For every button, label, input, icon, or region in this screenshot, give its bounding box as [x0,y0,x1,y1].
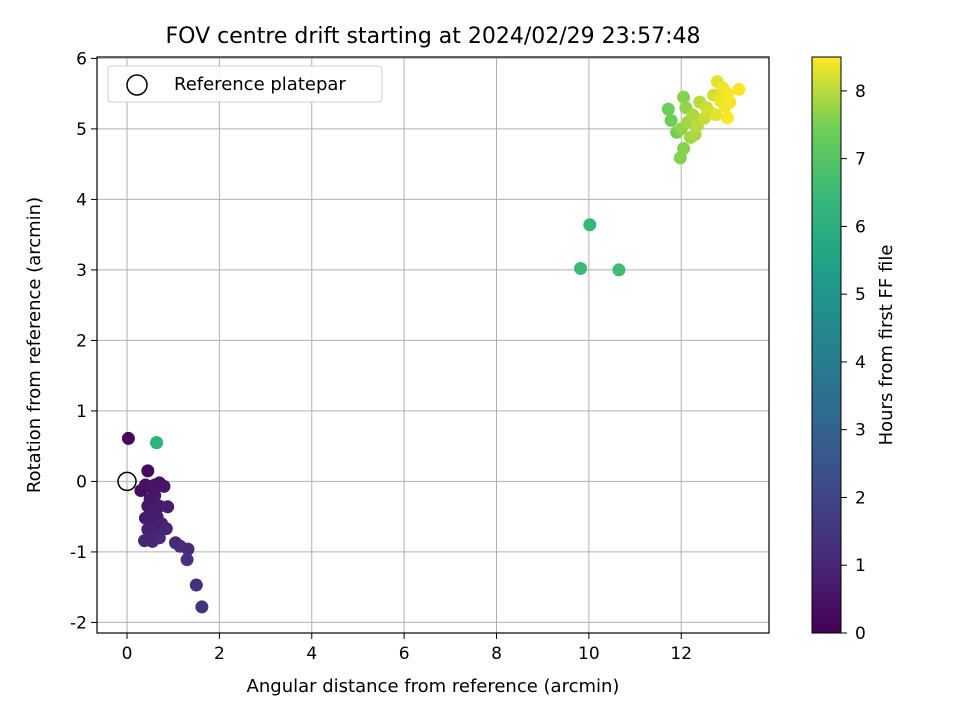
data-point [189,578,203,592]
colorbar-tick-label: 5 [855,285,866,305]
data-point [181,542,195,556]
y-tick-label: 0 [76,472,87,492]
colorbar-tick-label: 2 [855,488,866,508]
colorbar-tick-label: 1 [855,556,866,576]
data-point [195,600,209,614]
data-point [150,436,164,450]
data-point [180,553,194,567]
colorbar-tick-label: 6 [855,217,866,237]
data-point [661,102,675,116]
x-tick-label: 2 [214,644,225,664]
legend-entry: Reference platepar [174,74,346,95]
x-tick-label: 6 [399,644,410,664]
data-point [574,262,588,276]
colorbar-ticks: 0 1 2 3 4 5 6 7 8 [841,82,866,644]
data-point [161,500,175,514]
colorbar-tick-label: 8 [855,82,866,102]
x-tick-label: 8 [491,644,502,664]
chart-title: FOV centre drift starting at 2024/02/29 … [166,24,701,49]
data-point [720,111,734,125]
data-point [159,522,173,536]
colorbar-gradient [812,57,841,633]
data-point [157,479,171,493]
data-point [612,263,626,277]
x-tick-label: 12 [670,644,692,664]
data-point [732,82,746,96]
x-axis: 0 2 4 6 8 10 12 [122,633,692,664]
y-tick-label: 5 [76,120,87,140]
data-point [686,108,700,122]
colorbar-frame [811,56,842,634]
y-axis: -2 -1 0 1 2 3 4 5 6 [70,49,97,633]
y-tick-label: 3 [76,261,87,281]
colorbar-label: Hours from first FF file [876,245,897,446]
data-point [677,90,691,104]
data-point [148,489,162,503]
data-point [152,531,166,545]
legend: Reference platepar [107,65,383,103]
colorbar: 0 1 2 3 4 5 6 7 8 Hours from first FF file [811,56,897,644]
colorbar-tick-label: 4 [855,353,866,373]
y-tick-label: 6 [76,49,87,69]
data-point [677,142,691,156]
data-point [709,108,723,122]
x-tick-label: 4 [306,644,317,664]
legend-box [107,65,383,103]
x-axis-label: Angular distance from reference (arcmin) [247,676,620,697]
plot-frame [96,56,770,634]
grid [97,57,769,633]
legend-marker-icon [126,74,148,96]
y-tick-label: 4 [76,190,87,210]
colorbar-tick-label: 7 [855,150,866,170]
x-tick-label: 0 [122,644,133,664]
colorbar-tick-label: 3 [855,421,866,441]
data-point [121,431,135,445]
data-point [583,218,597,232]
y-tick-label: 1 [76,402,87,422]
colorbar-tick-label: 0 [855,624,866,644]
data-point [664,113,678,127]
y-tick-label: 2 [76,331,87,351]
data-point [141,464,155,478]
reference-platepar-marker [117,471,137,492]
y-axis-label: Rotation from reference (arcmin) [24,197,45,493]
y-tick-label: -1 [70,543,87,563]
y-tick-label: -2 [70,613,87,633]
data-point [723,95,737,109]
x-tick-label: 10 [578,644,600,664]
data-points [121,75,746,614]
